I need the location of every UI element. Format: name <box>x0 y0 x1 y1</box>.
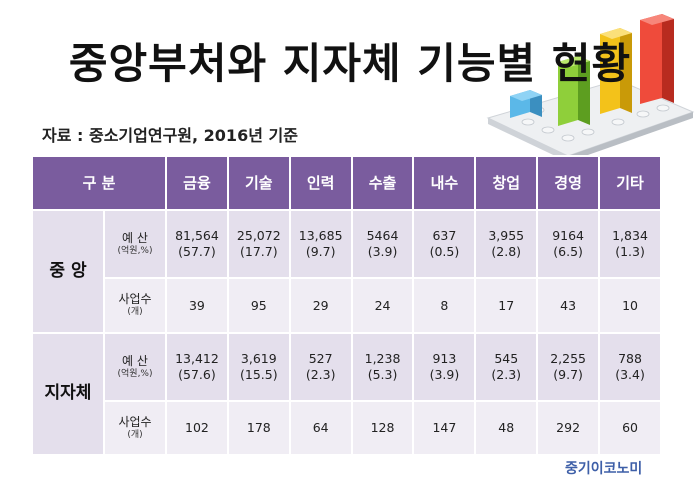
table-cell: 43 <box>536 277 601 334</box>
table-row: 사업수 (개) 102 178 64 128 147 48 292 60 <box>32 400 662 456</box>
table-header-row: 구 분 금융 기술 인력 수출 내수 창업 경영 기타 <box>30 155 662 211</box>
row-unit: (개) <box>127 429 143 440</box>
table-cell: 637 (0.5) <box>412 209 477 279</box>
table-cell: 64 <box>288 400 353 456</box>
table-cell: 48 <box>474 400 539 456</box>
header-col: 수출 <box>350 155 415 211</box>
table-cell: 10 <box>598 277 662 334</box>
header-col: 인력 <box>288 155 353 211</box>
table-cell: 913 (3.9) <box>412 332 477 402</box>
table-cell: 39 <box>165 277 229 334</box>
header-col: 내수 <box>412 155 477 211</box>
row-unit: (억원,%) <box>117 368 153 379</box>
table-row: 중 앙 예 산 (억원,%) 81,564 (57.7) 25,072 (17.7)… <box>31 209 662 334</box>
table-cell: 8 <box>412 277 477 334</box>
table-cell: 13,685 (9.7) <box>288 209 353 279</box>
table-cell: 5464 (3.9) <box>350 209 415 279</box>
row-label-text: 사업수 <box>118 292 152 307</box>
publisher-logo: 중기이코노미 <box>565 461 643 477</box>
table-cell: 545 (2.3) <box>474 332 539 402</box>
table-cell: 1,238 (5.3) <box>350 332 415 402</box>
table-cell: 13,412 (57.6) <box>165 332 229 402</box>
table-cell: 3,619 (15.5) <box>226 332 291 402</box>
header-col: 경영 <box>536 155 601 211</box>
row-label-text: 사업수 <box>118 414 152 429</box>
table-cell: 17 <box>474 277 539 334</box>
table-cell: 95 <box>226 277 291 334</box>
table-cell: 25,072 (17.7) <box>226 209 291 279</box>
table-cell: 3,955 (2.8) <box>474 209 539 279</box>
group-label: 중 앙 <box>31 209 105 334</box>
header-col: 기타 <box>598 155 662 211</box>
table-cell: 102 <box>165 400 229 456</box>
lego-chart-illustration <box>486 14 695 160</box>
header-col: 창업 <box>474 155 539 211</box>
row-label: 사업수 (개) <box>102 400 168 456</box>
table-row: 사업수 (개) 39 95 29 24 8 17 43 10 <box>32 277 662 334</box>
row-label-text: 예 산 <box>122 230 148 245</box>
table-cell: 2,255 (9.7) <box>536 332 601 402</box>
table-cell: 81,564 (57.7) <box>165 209 229 279</box>
row-label: 예 산 (억원,%) <box>102 332 168 402</box>
table-cell: 527 (2.3) <box>288 332 353 402</box>
table-cell: 1,834 (1.3) <box>598 209 662 279</box>
table-row: 지자체 예 산 (억원,%) 13,412 (57.6) 3,619 (15.5) … <box>31 332 662 456</box>
table-cell: 178 <box>226 400 291 456</box>
header-category: 구 분 <box>30 155 168 211</box>
table-cell: 60 <box>598 400 662 456</box>
table-cell: 292 <box>536 400 601 456</box>
table-cell: 24 <box>350 277 415 334</box>
table-cell: 147 <box>412 400 477 456</box>
row-label-text: 예 산 <box>122 353 148 368</box>
row-label: 사업수 (개) <box>102 277 168 334</box>
table-cell: 29 <box>288 277 353 334</box>
header-col: 금융 <box>165 155 229 211</box>
page-title: 중앙부처와 지자체 기능별 현황 <box>68 39 632 88</box>
table-cell: 128 <box>350 400 415 456</box>
row-unit: (억원,%) <box>117 245 153 256</box>
header-col: 기술 <box>226 155 291 211</box>
group-label: 지자체 <box>31 332 105 456</box>
row-unit: (개) <box>127 307 143 318</box>
table-cell: 9164 (6.5) <box>536 209 601 279</box>
source-note: 자료 : 중소기업연구원, 2016년 기준 <box>42 126 298 145</box>
table-cell: 788 (3.4) <box>598 332 662 402</box>
function-status-table: 구 분 금융 기술 인력 수출 내수 창업 경영 기타 중 앙 예 산 (억원,… <box>30 155 662 456</box>
row-label: 예 산 (억원,%) <box>102 209 168 279</box>
